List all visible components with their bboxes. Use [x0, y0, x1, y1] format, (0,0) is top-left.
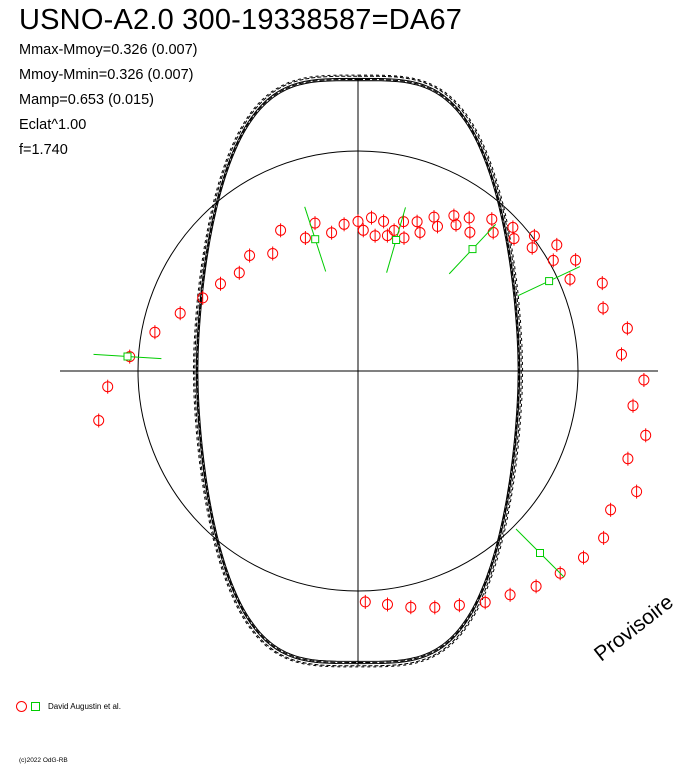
chart-title: USNO-A2.0 300-19338587=DA67	[19, 4, 463, 36]
stat-mmoy-mmin: Mmoy-Mmin=0.326 (0.007)	[19, 67, 194, 83]
fit-curves	[192, 74, 524, 668]
fit-curve	[195, 77, 521, 665]
stat-f: f=1.740	[19, 142, 68, 158]
observation-markers	[93, 208, 652, 615]
data-point-square	[536, 549, 544, 557]
fit-curve	[197, 80, 519, 662]
data-point-square	[123, 352, 132, 361]
legend-circle-icon	[16, 700, 27, 712]
copyright: (c)2022 OdG-RB	[19, 757, 68, 764]
fit-curve	[194, 75, 522, 667]
axes	[60, 78, 658, 665]
stat-mamp: Mamp=0.653 (0.015)	[19, 92, 155, 108]
data-point-square	[545, 277, 554, 286]
legend-square-icon	[31, 701, 40, 711]
data-point-square	[392, 236, 401, 244]
data-point-square	[311, 235, 320, 244]
fit-curve	[192, 74, 524, 668]
stat-eclat: Eclat^1.00	[19, 117, 87, 133]
legend: David Augustin et al.	[16, 698, 121, 714]
secondary-markers	[93, 206, 581, 578]
data-point-square	[468, 245, 477, 254]
stat-mmax-mmoy: Mmax-Mmoy=0.326 (0.007)	[19, 42, 198, 58]
reference-circle	[137, 150, 579, 592]
legend-label: David Augustin et al.	[48, 701, 121, 711]
fit-curve	[196, 78, 520, 664]
